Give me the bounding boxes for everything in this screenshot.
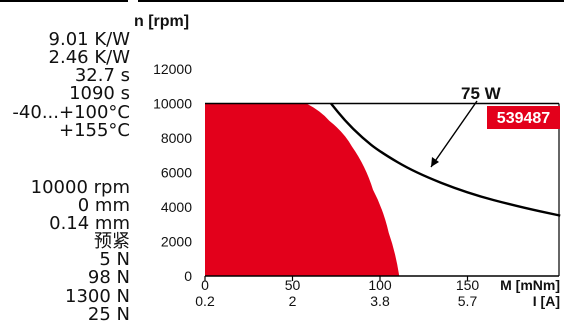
leader-line bbox=[430, 100, 478, 168]
part-number-badge bbox=[487, 106, 560, 129]
power-curve-75w bbox=[330, 102, 561, 217]
spec-time-constant-motor: 1090 s bbox=[69, 83, 130, 104]
spec-thermal-resistance-2: 2.46 K/W bbox=[48, 47, 130, 68]
spec-max-force-press-fit: 98 N bbox=[87, 267, 130, 288]
x2-tick-label: 0.2 bbox=[195, 293, 215, 309]
leader-arrowhead bbox=[431, 157, 439, 167]
x-tick-label: 100 bbox=[368, 277, 392, 293]
x2-axis-title: I [A] bbox=[533, 293, 560, 309]
y-tick-label: 8000 bbox=[161, 130, 192, 146]
x-axis-title: M [mNm] bbox=[500, 277, 560, 293]
x2-tick-label: 5.7 bbox=[458, 293, 478, 309]
spec-list: 9.01 K/W 2.46 K/W 32.7 s 1090 s -40...+1… bbox=[0, 0, 130, 331]
part-number-label: 539487 bbox=[497, 110, 550, 127]
x2-tick-label: 3.8 bbox=[370, 293, 390, 309]
spec-max-radial-load: 25 N bbox=[87, 304, 130, 325]
spec-axial-play: 0 mm bbox=[77, 195, 130, 216]
spec-max-speed: 10000 rpm bbox=[30, 177, 130, 198]
spec-preloaded: 预紧 bbox=[94, 231, 130, 252]
spec-max-winding-temperature: +155°C bbox=[58, 120, 130, 141]
spec-thermal-resistance-1: 9.01 K/W bbox=[48, 29, 130, 50]
x-tick-label: 50 bbox=[285, 277, 301, 293]
spec-max-force-press-fit-shaft: 1300 N bbox=[65, 286, 130, 307]
spec-max-axial-load: 5 N bbox=[99, 249, 130, 270]
x-tick-label: 150 bbox=[456, 277, 480, 293]
x2-tick-label: 2 bbox=[289, 293, 297, 309]
y-tick-label: 4000 bbox=[161, 199, 192, 215]
continuous-operation-area bbox=[205, 103, 400, 276]
spec-time-constant-winding: 32.7 s bbox=[74, 65, 130, 86]
power-curve-label: 75 W bbox=[461, 84, 502, 103]
spec-ambient-temperature: -40...+100°C bbox=[12, 102, 130, 123]
y-tick-label: 6000 bbox=[161, 165, 192, 181]
y-tick-label: 12000 bbox=[153, 61, 192, 77]
x-tick-label: 0 bbox=[201, 277, 209, 293]
top-rule-left bbox=[0, 0, 128, 2]
top-rule-right bbox=[138, 0, 564, 2]
y-tick-label: 0 bbox=[184, 268, 192, 284]
y-axis-title: n [rpm] bbox=[134, 13, 189, 30]
y-tick-label: 2000 bbox=[161, 234, 192, 250]
spec-radial-play: 0.14 mm bbox=[49, 213, 130, 234]
y-tick-label: 10000 bbox=[153, 96, 192, 112]
